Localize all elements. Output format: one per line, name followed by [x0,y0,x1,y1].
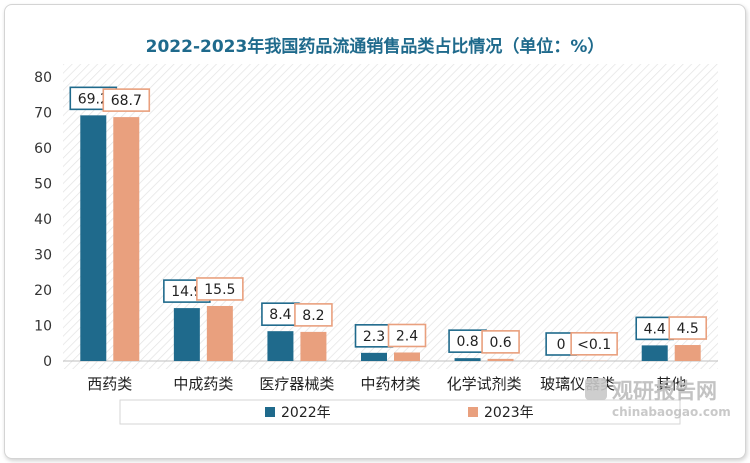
legend-swatch [265,407,275,417]
legend-swatch [468,407,478,417]
data-label-box [570,332,618,356]
legend: 2022年 2023年 [265,405,534,421]
chart-title: 2022-2023年我国药品流通销售品类占比情况（单位：%） [146,36,605,57]
y-tick-label: 50 [34,177,52,193]
data-label: 0 [557,337,566,353]
y-tick-label: 0 [43,354,52,370]
data-label: 4.4 [644,321,666,337]
y-tick-label: 20 [34,283,52,299]
data-label: 8.2 [302,308,324,324]
data-label-box [387,323,427,348]
data-label: 69.2 [78,91,109,107]
legend-label: 2022年 [281,405,331,421]
watermark-logo [585,378,607,400]
x-category-label: 其他 [656,375,686,393]
y-tick-label: 40 [34,212,52,228]
data-label: 2.4 [396,328,418,344]
data-label-box [294,303,333,327]
data-label-box [102,88,151,112]
y-tick-label: 70 [34,106,52,122]
data-label: 4.5 [677,321,699,337]
bar-2023 [487,358,514,361]
x-category-label: 中成药类 [173,375,233,393]
data-label: <0.1 [577,337,611,353]
bars [80,115,701,362]
y-tick-label: 10 [34,319,52,335]
x-category-label: 中药材类 [360,375,420,393]
data-label: 14.9 [171,284,202,300]
legend-label: 2023年 [484,405,534,421]
y-tick-label: 60 [34,141,52,157]
x-category-label: 医疗器械类 [259,375,334,393]
data-label: 2.3 [363,329,385,345]
data-label-box [196,277,244,301]
watermark: 观研报告网 chinabaogao.com [585,378,731,419]
x-category-label: 西药类 [87,375,132,393]
data-label: 8.4 [269,307,291,323]
y-tick-label: 30 [34,248,52,264]
data-label: 0.8 [456,334,478,350]
bar-2023 [113,117,140,362]
watermark-brand: 观研报告网 [612,379,717,403]
bar-2022 [641,345,668,361]
bar-2023 [394,352,420,361]
bar-2022 [361,352,387,361]
y-axis: 0 10 20 30 40 50 60 70 80 [34,70,718,370]
watermark-url: chinabaogao.com [612,405,731,419]
bar-2023 [206,305,233,361]
x-category-label: 化学试剂类 [447,375,522,393]
bar-2022 [267,331,294,361]
plot-area-background [63,64,718,369]
legend-box [119,399,681,425]
bar-2022 [173,308,200,361]
data-label: 15.5 [204,282,235,298]
data-label: 0.6 [489,335,511,351]
y-tick-label: 80 [34,70,52,86]
data-label-box [668,316,708,340]
bar-2023 [300,331,327,361]
data-labels: 69.2 68.7 14.9 15.5 8.4 8.2 2.3 2.4 0.8 0.6 0 <0.1 4… [69,86,708,356]
bar-2022 [454,358,481,361]
bar-2023 [674,345,701,361]
data-label-box [481,330,520,354]
data-label: 68.7 [111,93,142,109]
bar-2022 [80,115,107,361]
